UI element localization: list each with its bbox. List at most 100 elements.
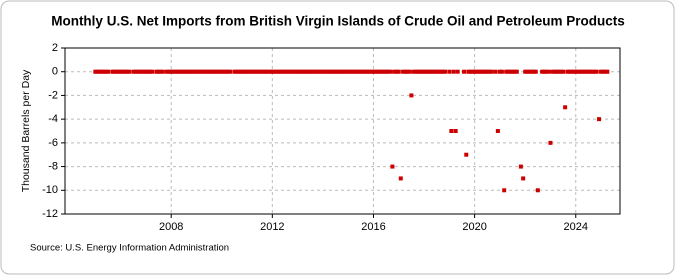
- point: [297, 69, 302, 74]
- point: [529, 69, 534, 74]
- point: [573, 69, 578, 74]
- point: [240, 69, 245, 74]
- point: [224, 69, 229, 74]
- point: [565, 69, 570, 74]
- point: [474, 69, 479, 74]
- point: [253, 69, 258, 74]
- point: [95, 69, 100, 74]
- point: [280, 69, 285, 74]
- point: [215, 69, 220, 74]
- point: [131, 69, 136, 74]
- point: [356, 69, 361, 74]
- point: [278, 69, 283, 74]
- point: [259, 69, 264, 74]
- point: [461, 69, 466, 74]
- point: [417, 69, 422, 74]
- point: [145, 69, 150, 74]
- point: [255, 69, 260, 74]
- point: [535, 188, 540, 193]
- point: [169, 69, 174, 74]
- point: [295, 69, 300, 74]
- point: [164, 69, 169, 74]
- point: [426, 69, 431, 74]
- point: [344, 69, 349, 74]
- point: [310, 69, 315, 74]
- point: [236, 69, 241, 74]
- point: [358, 69, 363, 74]
- point: [289, 69, 294, 74]
- point: [502, 188, 507, 193]
- point: [430, 69, 435, 74]
- point: [542, 69, 547, 74]
- point: [325, 69, 330, 74]
- point: [333, 69, 338, 74]
- y-tick-label: -6: [48, 137, 58, 149]
- point: [533, 69, 538, 74]
- point: [299, 69, 304, 74]
- point: [392, 69, 397, 74]
- point: [398, 176, 403, 181]
- x-tick-label: 2020: [462, 221, 486, 233]
- point: [575, 69, 580, 74]
- point: [578, 69, 583, 74]
- point: [453, 129, 458, 133]
- point: [527, 69, 532, 74]
- point: [495, 129, 500, 133]
- point: [455, 69, 460, 74]
- point: [205, 69, 210, 74]
- point: [476, 69, 481, 74]
- point: [601, 69, 606, 74]
- point: [559, 69, 564, 74]
- point: [487, 69, 492, 74]
- point: [569, 69, 574, 74]
- point: [590, 69, 595, 74]
- point: [552, 69, 557, 74]
- point: [245, 69, 250, 74]
- point: [504, 69, 509, 74]
- point: [207, 69, 212, 74]
- point: [360, 69, 365, 74]
- y-axis-label: Thousand Barrels per Day: [20, 69, 32, 192]
- point: [211, 69, 216, 74]
- point: [369, 69, 374, 74]
- point: [508, 69, 513, 74]
- point: [390, 164, 395, 169]
- point: [424, 69, 429, 74]
- point: [308, 69, 313, 74]
- point: [405, 69, 410, 74]
- point: [506, 69, 511, 74]
- point: [411, 69, 416, 74]
- point: [93, 69, 98, 74]
- point: [367, 69, 372, 74]
- point: [428, 69, 433, 74]
- point: [337, 69, 342, 74]
- x-tick-label: 2016: [361, 221, 385, 233]
- point: [354, 69, 359, 74]
- point: [588, 69, 593, 74]
- point: [181, 69, 186, 74]
- y-tick-label: -4: [48, 113, 58, 125]
- point: [301, 69, 306, 74]
- point: [438, 69, 443, 74]
- point: [276, 69, 281, 74]
- point: [120, 69, 125, 74]
- point: [525, 69, 530, 74]
- point: [396, 69, 401, 74]
- y-tick-label: -12: [42, 208, 58, 220]
- point: [447, 69, 452, 74]
- point: [413, 69, 418, 74]
- point: [483, 69, 488, 74]
- point: [489, 69, 494, 74]
- source: Source: U.S. Energy Information Administ…: [30, 243, 229, 254]
- point: [124, 69, 129, 74]
- point: [422, 69, 427, 74]
- point: [303, 69, 308, 74]
- point: [156, 69, 161, 74]
- y-tick-label: 0: [52, 66, 58, 78]
- point: [312, 69, 317, 74]
- point: [112, 69, 117, 74]
- point: [567, 69, 572, 74]
- point: [382, 69, 387, 74]
